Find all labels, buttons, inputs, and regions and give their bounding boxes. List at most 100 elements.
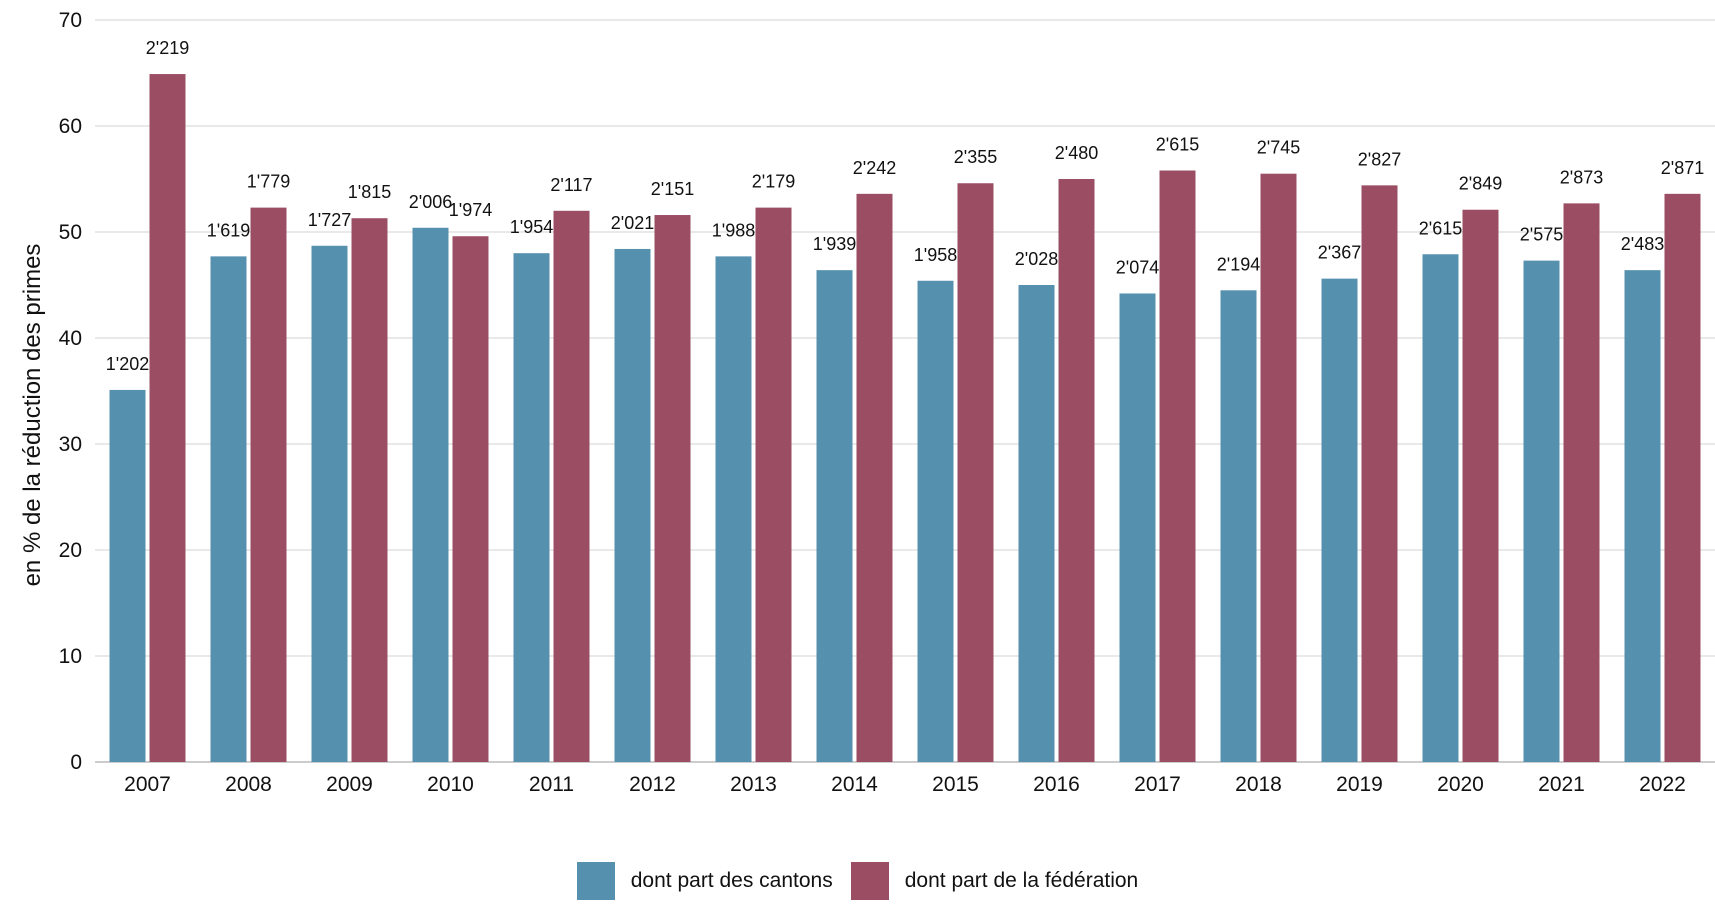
data-label: 2'151 (651, 179, 694, 199)
x-tick-label: 2013 (730, 773, 777, 796)
y-tick-label: 70 (59, 9, 82, 32)
y-axis-ticks: 0 10 20 30 40 50 60 70 (59, 9, 82, 774)
data-label: 2'849 (1459, 174, 1502, 194)
data-labels: 1'202 2'219 1'619 1'779 1'727 1'815 2'0061'974… (106, 38, 1704, 374)
legend-item-cantons: dont part des cantons (576, 862, 833, 900)
bar-cantons-2020 (1422, 254, 1459, 762)
data-label: 2'179 (752, 172, 795, 192)
data-label: 1'958 (914, 245, 957, 265)
bar-federation-2011 (553, 210, 590, 763)
y-axis-label: en % de la réduction des primes (19, 244, 46, 587)
bar-federation-2022 (1664, 193, 1701, 763)
bar-cantons-2009 (311, 245, 348, 762)
bar-cantons-2021 (1523, 260, 1560, 762)
bar-federation-2009 (351, 218, 388, 763)
data-label: 2'827 (1358, 149, 1401, 169)
bar-cantons-2010 (412, 227, 449, 762)
data-label: 2'021 (611, 213, 654, 233)
y-tick-label: 0 (70, 751, 82, 774)
x-tick-label: 2015 (932, 773, 979, 796)
data-label: 2'219 (146, 38, 189, 58)
bar-federation-2008 (250, 207, 287, 762)
x-tick-label: 2017 (1134, 773, 1181, 796)
data-label: 2'871 (1661, 158, 1704, 178)
bar-cantons-2007 (109, 389, 146, 762)
x-tick-label: 2018 (1235, 773, 1282, 796)
x-tick-label: 2011 (529, 773, 574, 796)
bar-cantons-2013 (715, 256, 752, 762)
data-label: 2'074 (1116, 257, 1159, 277)
x-tick-label: 2014 (831, 773, 878, 796)
data-label: 2'480 (1055, 143, 1098, 163)
bar-cantons-2022 (1624, 270, 1661, 762)
x-tick-label: 2021 (1538, 773, 1585, 796)
bar-federation-2012 (654, 215, 691, 763)
bar-federation-2010 (452, 236, 489, 763)
data-label: 1'619 (207, 220, 250, 240)
x-tick-label: 2020 (1437, 773, 1484, 796)
x-tick-label: 2007 (124, 773, 171, 796)
x-tick-label: 2016 (1033, 773, 1080, 796)
bar-cantons-2016 (1018, 285, 1055, 762)
legend-label-federation: dont part de la fédération (904, 869, 1139, 892)
bar-cantons-2017 (1119, 293, 1156, 762)
data-label: 2'006 (409, 192, 452, 212)
bar-cantons-2011 (513, 253, 550, 762)
data-label: 1'779 (247, 172, 290, 192)
legend-swatch-cantons (576, 862, 615, 900)
data-label: 2'355 (954, 147, 997, 167)
bar-federation-2016 (1058, 179, 1095, 762)
y-tick-label: 30 (59, 433, 82, 456)
y-tick-label: 50 (59, 221, 82, 244)
x-tick-label: 2022 (1639, 773, 1686, 796)
y-tick-label: 60 (59, 115, 82, 138)
legend-swatch-federation (850, 862, 889, 900)
data-label: 2'745 (1257, 138, 1300, 158)
bar-cantons-2014 (816, 270, 853, 762)
bar-federation-2007 (149, 74, 186, 762)
data-label: 2'117 (550, 175, 592, 195)
data-label: 1'815 (348, 182, 391, 202)
bar-federation-2015 (957, 183, 994, 763)
x-tick-label: 2009 (326, 773, 373, 796)
data-label: 2'483 (1621, 234, 1664, 254)
bar-cantons-2018 (1220, 290, 1257, 762)
bar-federation-2021 (1563, 203, 1600, 762)
bar-federation-2014 (856, 193, 893, 763)
legend: dont part des cantons dont part de la fé… (0, 862, 1715, 900)
y-tick-label: 40 (59, 327, 82, 350)
data-label: 1'939 (813, 234, 856, 254)
data-label: 1'988 (712, 220, 755, 240)
x-axis-ticks: 2007 2008 2009 2010 2011 2012 2013 2014 2015 2016… (124, 773, 1686, 796)
bars (109, 74, 1701, 763)
bar-cantons-2015 (917, 280, 954, 762)
legend-label-cantons: dont part des cantons (630, 869, 833, 892)
bar-cantons-2008 (210, 256, 247, 762)
x-tick-label: 2019 (1336, 773, 1383, 796)
data-label: 1'954 (510, 217, 553, 237)
x-tick-label: 2012 (629, 773, 676, 796)
bar-cantons-2019 (1321, 278, 1358, 762)
legend-item-federation: dont part de la fédération (850, 862, 1139, 900)
data-label: 2'873 (1560, 167, 1603, 187)
y-tick-label: 10 (59, 645, 82, 668)
data-label: 2'615 (1156, 135, 1199, 155)
bar-cantons-2012 (614, 248, 651, 762)
x-tick-label: 2010 (427, 773, 474, 796)
bar-federation-2013 (755, 207, 792, 762)
data-label: 2'367 (1318, 243, 1361, 263)
data-label: 2'194 (1217, 254, 1260, 274)
bar-federation-2017 (1159, 170, 1196, 762)
data-label: 2'028 (1015, 249, 1058, 269)
bar-federation-2019 (1361, 185, 1398, 763)
x-tick-label: 2008 (225, 773, 272, 796)
data-label: 2'575 (1520, 225, 1563, 245)
data-label: 1'202 (106, 354, 149, 374)
data-label: 1'727 (308, 210, 351, 230)
data-label: 2'615 (1419, 218, 1462, 238)
y-tick-label: 20 (59, 539, 82, 562)
bar-federation-2020 (1462, 209, 1499, 763)
data-label: 1'974 (449, 200, 492, 220)
data-label: 2'242 (853, 158, 896, 178)
